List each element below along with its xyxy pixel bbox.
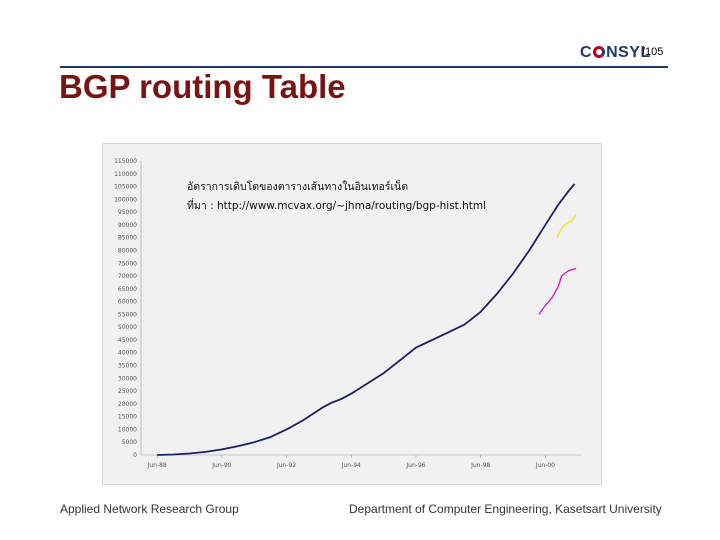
x-tick-label: Jun-00	[535, 462, 555, 469]
y-tick-label: 105000	[114, 184, 137, 191]
y-tick-label: 45000	[118, 337, 137, 344]
logo-letter-c: C	[580, 44, 593, 61]
x-tick-label: Jun-88	[147, 462, 167, 469]
series-line-1	[157, 183, 576, 456]
y-tick-label: 75000	[118, 260, 137, 267]
logo-letters-nsyl: NSYL	[606, 44, 651, 61]
consyl-logo: C NSYL	[580, 44, 651, 62]
y-tick-label: 100000	[114, 196, 137, 203]
x-tick-label: Jun-92	[276, 462, 296, 469]
y-tick-label: 20000	[118, 401, 137, 408]
y-tick-label: 0	[133, 452, 137, 459]
y-tick-label: 30000	[118, 375, 137, 382]
y-tick-label: 40000	[118, 350, 137, 357]
y-tick-label: 95000	[118, 209, 137, 216]
y-tick-label: 55000	[118, 311, 137, 318]
chart-title-line-2: ที่มา : http://www.mcvax.org/~jhma/routi…	[187, 198, 486, 212]
y-tick-label: 10000	[118, 426, 137, 433]
header-rule	[60, 66, 668, 68]
series-line-3	[538, 267, 577, 315]
logo-ring-icon	[593, 46, 606, 58]
y-tick-label: 110000	[114, 171, 137, 178]
y-tick-label: 70000	[118, 273, 137, 280]
footer-left: Applied Network Research Group	[60, 502, 239, 516]
y-tick-label: 115000	[114, 158, 137, 165]
y-tick-label: 5000	[122, 439, 137, 446]
footer-right: Department of Computer Engineering, Kase…	[349, 502, 662, 516]
y-tick-label: 90000	[118, 222, 137, 229]
y-tick-label: 15000	[118, 414, 137, 421]
x-tick-label: Jun-94	[341, 462, 361, 469]
x-tick-label: Jun-96	[405, 462, 425, 469]
x-tick-label: Jun-98	[470, 462, 490, 469]
y-tick-label: 85000	[118, 235, 137, 242]
bgp-growth-chart: อัตราการเติบโตของตารางเส้นทางในอินเทอร์เ…	[114, 158, 581, 469]
y-tick-label: 60000	[118, 299, 137, 306]
y-tick-label: 50000	[118, 324, 137, 331]
y-tick-label: 25000	[118, 388, 137, 395]
page-number: /105	[642, 46, 664, 58]
y-tick-label: 65000	[118, 286, 137, 293]
y-tick-label: 80000	[118, 247, 137, 254]
series-line-2	[556, 214, 577, 239]
y-tick-label: 35000	[118, 363, 137, 370]
x-tick-label: Jun-90	[211, 462, 231, 469]
chart-frame: อัตราการเติบโตของตารางเส้นทางในอินเทอร์เ…	[102, 143, 602, 485]
chart-title-line-1: อัตราการเติบโตของตารางเส้นทางในอินเทอร์เ…	[187, 179, 408, 193]
slide-title: BGP routing Table	[59, 68, 346, 105]
